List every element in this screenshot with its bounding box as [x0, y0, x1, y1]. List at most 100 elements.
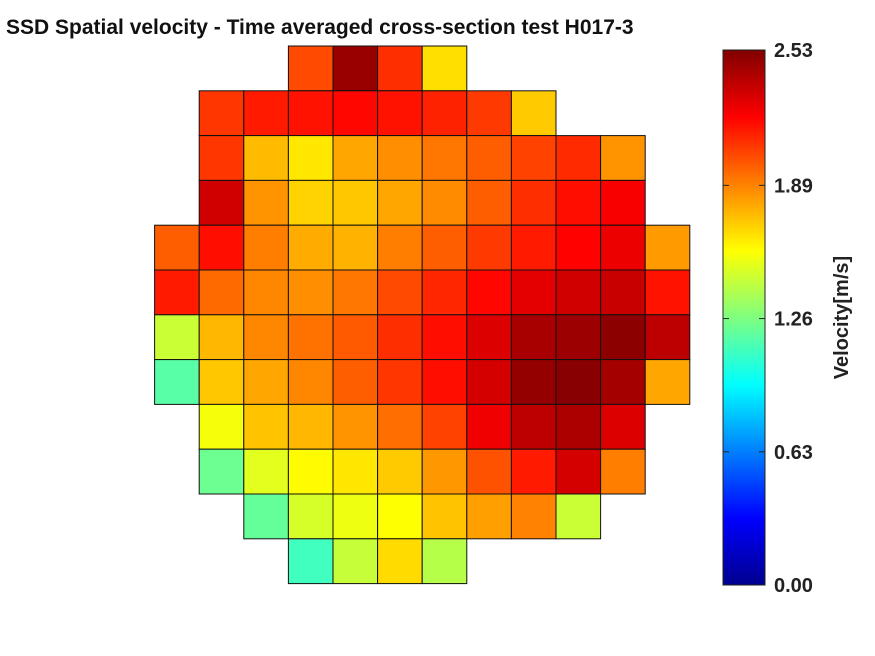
- heatmap-cell: [555, 403, 602, 450]
- colorbar: 0.00 0.63 1.26 1.89 2.53 Velocity[m/s]: [722, 40, 853, 597]
- heatmap-cell: [421, 269, 468, 316]
- heatmap-cell: [466, 448, 512, 495]
- colorbar-tick-label: 2.53: [774, 40, 813, 62]
- heatmap-cell: [377, 359, 423, 405]
- heatmap-cell: [198, 269, 245, 316]
- heatmap-cell: [243, 224, 289, 271]
- heatmap-cell: [510, 90, 557, 137]
- heatmap-cell: [466, 90, 512, 137]
- heatmap-cell: [510, 179, 557, 226]
- heatmap-cell: [421, 538, 468, 585]
- heatmap-cell: [287, 403, 334, 450]
- heatmap-cell: [466, 403, 512, 450]
- heatmap-cell: [555, 448, 602, 495]
- heatmap-cell: [644, 269, 691, 316]
- heatmap-cell: [466, 359, 512, 405]
- heatmap-cell: [555, 269, 602, 316]
- heatmap-cell: [243, 135, 289, 181]
- heatmap-cell: [377, 135, 423, 181]
- heatmap-cell: [332, 538, 379, 585]
- chart-title: SSD Spatial velocity - Time averaged cro…: [6, 16, 634, 39]
- heatmap-cell: [243, 403, 289, 450]
- heatmap-cell: [600, 314, 646, 361]
- heatmap-cell: [644, 314, 691, 361]
- heatmap-cell: [243, 359, 289, 405]
- heatmap-cell: [243, 448, 289, 495]
- heatmap-cell: [377, 403, 423, 450]
- heatmap-cell: [421, 493, 468, 540]
- heatmap-cell: [466, 269, 512, 316]
- heatmap-cell: [332, 314, 379, 361]
- heatmap-cell: [644, 224, 691, 271]
- heatmap-cell: [243, 269, 289, 316]
- heatmap-cell: [198, 179, 245, 226]
- heatmap-cell: [555, 493, 602, 540]
- heatmap-cell: [466, 179, 512, 226]
- heatmap-cell: [421, 135, 468, 181]
- heatmap-cell: [377, 45, 423, 92]
- heatmap-cell: [644, 359, 691, 405]
- heatmap-cell: [198, 448, 245, 495]
- heatmap-cell: [510, 359, 557, 405]
- heatmap-cell: [510, 314, 557, 361]
- heatmap-cell: [287, 179, 334, 226]
- heatmap-cell: [600, 135, 646, 181]
- heatmap-cell: [421, 45, 468, 92]
- colorbar-gradient: [722, 49, 766, 586]
- heatmap-cell: [377, 269, 423, 316]
- heatmap-cell: [421, 403, 468, 450]
- heatmap-cell: [555, 179, 602, 226]
- heatmap-cell: [421, 359, 468, 405]
- heatmap-cell: [600, 224, 646, 271]
- heatmap-cell: [421, 179, 468, 226]
- heatmap-cell: [287, 538, 334, 585]
- heatmap-cell: [466, 493, 512, 540]
- heatmap-cell: [600, 448, 646, 495]
- heatmap-cell: [421, 224, 468, 271]
- heatmap-cells: [154, 45, 691, 585]
- heatmap-cell: [154, 224, 200, 271]
- heatmap-cell: [421, 448, 468, 495]
- heatmap-cell: [555, 314, 602, 361]
- heatmap-cell: [421, 314, 468, 361]
- heatmap-cell: [600, 179, 646, 226]
- heatmap-cell: [154, 359, 200, 405]
- heatmap-cell: [287, 135, 334, 181]
- colorbar-tick-label: 1.26: [774, 309, 813, 331]
- heatmap-cell: [377, 448, 423, 495]
- heatmap-cell: [198, 314, 245, 361]
- heatmap-cell: [198, 359, 245, 405]
- heatmap-cell: [600, 269, 646, 316]
- heatmap-cell: [332, 269, 379, 316]
- heatmap-cell: [510, 448, 557, 495]
- colorbar-label: Velocity[m/s]: [831, 256, 853, 379]
- heatmap-cell: [600, 359, 646, 405]
- heatmap-cell: [243, 179, 289, 226]
- heatmap-cell: [332, 359, 379, 405]
- heatmap-cell: [332, 448, 379, 495]
- heatmap-cell: [332, 224, 379, 271]
- colorbar-tick-label: 0.00: [774, 575, 813, 597]
- colorbar-ticks: 0.00 0.63 1.26 1.89 2.53: [723, 40, 813, 597]
- heatmap-cell: [287, 224, 334, 271]
- heatmap-cell: [377, 493, 423, 540]
- heatmap-cell: [198, 90, 245, 137]
- heatmap-cell: [466, 314, 512, 361]
- heatmap-cell: [510, 135, 557, 181]
- heatmap-cell: [332, 403, 379, 450]
- heatmap-cell: [287, 359, 334, 405]
- heatmap-cell: [466, 224, 512, 271]
- heatmap-cell: [510, 493, 557, 540]
- heatmap-cell: [332, 493, 379, 540]
- heatmap-cell: [377, 314, 423, 361]
- heatmap-cell: [421, 90, 468, 137]
- heatmap-cell: [198, 135, 245, 181]
- heatmap-cell: [510, 403, 557, 450]
- heatmap-cell: [377, 90, 423, 137]
- heatmap-cell: [332, 45, 379, 92]
- heatmap-cell: [377, 224, 423, 271]
- heatmap-cell: [154, 314, 200, 361]
- heatmap-cell: [377, 538, 423, 585]
- colorbar-tick-label: 0.63: [774, 442, 813, 464]
